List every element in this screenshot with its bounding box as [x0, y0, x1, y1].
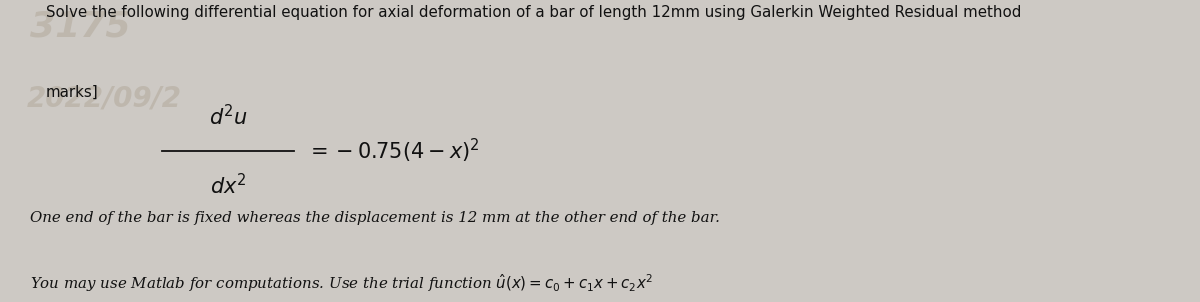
- Text: marks]: marks]: [46, 85, 98, 100]
- Text: You may use Matlab for computations. Use the trial function $\hat{u}(x) = c_0 + : You may use Matlab for computations. Use…: [30, 272, 653, 294]
- Text: Solve the following differential equation for axial deformation of a bar of leng: Solve the following differential equatio…: [46, 5, 1021, 20]
- Text: $d^2u$: $d^2u$: [209, 104, 247, 129]
- Text: $dx^2$: $dx^2$: [210, 173, 246, 198]
- Text: $= -0.75(4-x)^2$: $= -0.75(4-x)^2$: [306, 137, 480, 165]
- Text: One end of the bar is fixed whereas the displacement is 12 mm at the other end o: One end of the bar is fixed whereas the …: [30, 211, 720, 225]
- Text: 3175: 3175: [30, 9, 131, 43]
- Text: 2022/09/2: 2022/09/2: [26, 85, 181, 113]
